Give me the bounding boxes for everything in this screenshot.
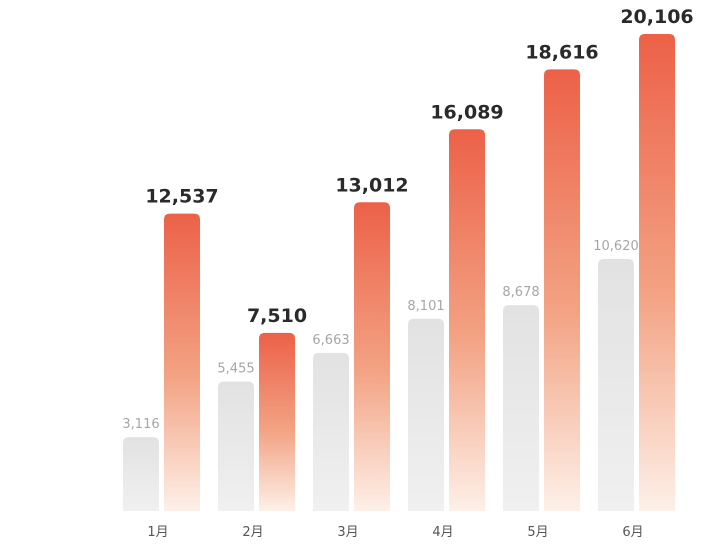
- bar-series1-1: [123, 437, 159, 511]
- value-label-series2-5: 18,616: [525, 41, 598, 63]
- x-tick-label-6: 6月: [622, 525, 643, 540]
- bar-series2-5: [544, 69, 580, 511]
- value-label-series2-4: 16,089: [430, 101, 503, 123]
- x-tick-label-2: 2月: [242, 525, 263, 540]
- value-label-series1-4: 8,101: [407, 299, 444, 314]
- bar-series1-5: [503, 305, 539, 511]
- bar-series1-6: [598, 259, 634, 511]
- value-label-series2-1: 12,537: [145, 186, 218, 208]
- bars-layer: [123, 34, 675, 511]
- bar-series2-6: [639, 34, 675, 511]
- value-label-series1-3: 6,663: [312, 333, 349, 348]
- x-tick-label-5: 5月: [527, 525, 548, 540]
- x-tick-label-1: 1月: [147, 525, 168, 540]
- value-label-series1-5: 8,678: [502, 285, 539, 300]
- bar-series2-2: [259, 332, 295, 511]
- value-label-series1-1: 3,116: [122, 417, 159, 432]
- bar-series1-4: [408, 318, 444, 511]
- labels-layer: 3,116 12,537 5,455 7,510 6,663 13,012 8,101 16,…: [122, 6, 693, 432]
- bar-series2-4: [449, 129, 485, 511]
- value-label-series2-6: 20,106: [620, 6, 693, 28]
- bar-series1-2: [218, 381, 254, 511]
- value-label-series2-3: 13,012: [335, 174, 408, 196]
- value-label-series1-6: 10,620: [593, 239, 639, 254]
- bar-series2-1: [164, 213, 200, 511]
- x-tick-label-3: 3月: [337, 525, 358, 540]
- x-axis-ticks: 1月 2月 3月 4月 5月 6月: [147, 525, 643, 540]
- bar-series2-3: [354, 202, 390, 511]
- x-tick-label-4: 4月: [432, 525, 453, 540]
- value-label-series2-2: 7,510: [247, 305, 307, 327]
- value-label-series1-2: 5,455: [217, 362, 254, 377]
- bar-series1-3: [313, 352, 349, 511]
